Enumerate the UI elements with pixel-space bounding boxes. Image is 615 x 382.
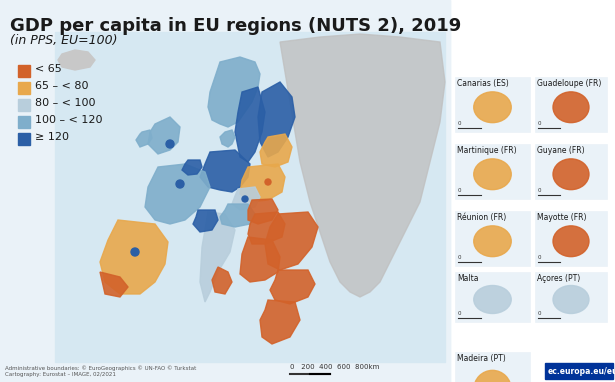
Bar — [18, 65, 30, 77]
Ellipse shape — [553, 285, 589, 314]
Polygon shape — [248, 199, 278, 224]
Polygon shape — [235, 87, 265, 162]
Polygon shape — [100, 272, 128, 297]
Text: Malta: Malta — [457, 274, 478, 283]
Text: Guyane (FR): Guyane (FR) — [537, 146, 585, 155]
Polygon shape — [58, 50, 95, 70]
Text: 0: 0 — [458, 188, 461, 193]
Polygon shape — [100, 220, 168, 294]
Ellipse shape — [474, 226, 511, 257]
Circle shape — [131, 248, 139, 256]
Bar — [18, 82, 30, 94]
Polygon shape — [240, 164, 285, 202]
Polygon shape — [200, 212, 235, 302]
Text: Administrative boundaries: © EuroGeographics © UN-FAO © Turkstat
Cartography: Eu: Administrative boundaries: © EuroGeograp… — [5, 366, 196, 377]
Bar — [18, 116, 30, 128]
Text: 0: 0 — [538, 121, 541, 126]
Text: ec.europa.eu/eurostat: ec.europa.eu/eurostat — [548, 366, 615, 376]
Text: (in PPS, EU=100): (in PPS, EU=100) — [10, 34, 117, 47]
Polygon shape — [182, 160, 202, 175]
Bar — [0, 0, 450, 382]
Text: 0: 0 — [538, 311, 541, 316]
Ellipse shape — [553, 226, 589, 257]
Ellipse shape — [553, 92, 589, 123]
Polygon shape — [270, 270, 315, 304]
Text: Réunion (FR): Réunion (FR) — [457, 213, 506, 222]
Polygon shape — [260, 134, 292, 167]
Ellipse shape — [474, 371, 511, 382]
Polygon shape — [232, 187, 260, 210]
Text: 0   200  400  600  800km: 0 200 400 600 800km — [290, 364, 379, 370]
Text: Açores (PT): Açores (PT) — [537, 274, 580, 283]
Ellipse shape — [474, 285, 511, 314]
Text: < 65: < 65 — [35, 64, 62, 74]
Bar — [455, 272, 530, 322]
Ellipse shape — [553, 159, 589, 189]
Polygon shape — [212, 267, 232, 294]
Polygon shape — [208, 57, 260, 127]
Circle shape — [166, 140, 174, 148]
Circle shape — [265, 179, 271, 185]
Text: 0: 0 — [538, 188, 541, 193]
Polygon shape — [220, 204, 255, 227]
Text: 0: 0 — [538, 255, 541, 260]
Polygon shape — [148, 117, 180, 154]
Bar — [0, 0, 450, 382]
Text: Canarias (ES): Canarias (ES) — [457, 79, 509, 88]
Bar — [535, 272, 607, 322]
Circle shape — [176, 180, 184, 188]
Polygon shape — [265, 212, 318, 270]
Polygon shape — [220, 130, 235, 147]
Text: GDP per capita in EU regions (NUTS 2), 2019: GDP per capita in EU regions (NUTS 2), 2… — [10, 17, 461, 35]
Text: 0: 0 — [458, 311, 461, 316]
Polygon shape — [248, 212, 285, 244]
Polygon shape — [280, 34, 445, 297]
Bar — [18, 133, 30, 145]
Text: Mayotte (FR): Mayotte (FR) — [537, 213, 587, 222]
Bar — [455, 211, 530, 266]
Bar — [455, 144, 530, 199]
Bar — [545, 363, 613, 379]
Text: 100 – < 120: 100 – < 120 — [35, 115, 103, 125]
Bar — [55, 32, 445, 362]
Polygon shape — [193, 210, 218, 232]
Text: 80 – < 100: 80 – < 100 — [35, 98, 95, 108]
Bar — [18, 99, 30, 111]
Bar — [535, 144, 607, 199]
Polygon shape — [240, 237, 280, 282]
Polygon shape — [260, 300, 300, 344]
Text: Guadeloupe (FR): Guadeloupe (FR) — [537, 79, 601, 88]
Bar — [452, 12, 610, 367]
Text: Martinique (FR): Martinique (FR) — [457, 146, 517, 155]
Text: 0: 0 — [458, 121, 461, 126]
Polygon shape — [258, 82, 295, 157]
Text: Madeira (PT): Madeira (PT) — [457, 354, 506, 363]
Bar — [535, 211, 607, 266]
Polygon shape — [136, 130, 152, 147]
Bar — [455, 77, 530, 132]
Ellipse shape — [474, 92, 511, 123]
Polygon shape — [200, 150, 250, 192]
Bar — [535, 77, 607, 132]
Text: 0: 0 — [458, 255, 461, 260]
Circle shape — [242, 196, 248, 202]
Polygon shape — [145, 164, 210, 224]
Ellipse shape — [474, 159, 511, 189]
Bar — [455, 352, 530, 382]
Text: 65 – < 80: 65 – < 80 — [35, 81, 89, 91]
Text: ≥ 120: ≥ 120 — [35, 132, 69, 142]
